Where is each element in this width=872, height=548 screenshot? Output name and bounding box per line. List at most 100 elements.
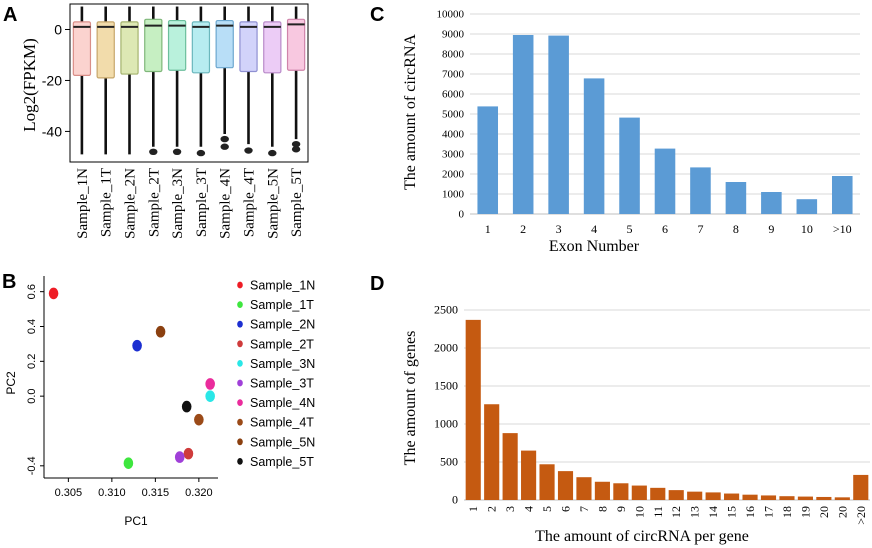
- panel-b-legend-marker: [237, 418, 243, 426]
- panel-b-point-sample-2t: [183, 447, 194, 460]
- panel-c-xtick-label: >10: [833, 222, 852, 236]
- panel-c-ylabel: The amount of circRNA: [402, 34, 419, 190]
- panel-a-box-sample-4t: [239, 6, 258, 154]
- panel-a-xtick-label: Sample_4N: [218, 168, 234, 239]
- panel-c-ytick-label: 2000: [442, 169, 465, 181]
- panel-d-bar: [484, 404, 500, 500]
- panel-a-ytick-label: -40: [42, 123, 62, 139]
- panel-d-bar: [668, 490, 684, 500]
- panel-d-xtick-label: 20: [835, 506, 849, 518]
- panel-c-ytick-label: 1000: [442, 189, 465, 201]
- panel-b-legend-marker: [237, 281, 243, 289]
- panel-b-legend-marker: [237, 438, 243, 446]
- panel-c-ytick-label: 3000: [442, 149, 465, 161]
- panel-a-outlier: [291, 140, 301, 148]
- panel-d-ytick-label: 0: [452, 493, 458, 507]
- panel-d-bar: [816, 496, 832, 500]
- panel-c-xtick-label: 10: [801, 222, 813, 236]
- panel-d-bar: [502, 433, 518, 500]
- panel-d-xtick-label: >20: [854, 506, 868, 525]
- panel-c-bar-chart: C The amount of circRNA Exon Number 0 100…: [370, 4, 860, 255]
- panel-c-bar: [831, 176, 853, 214]
- panel-c-bar: [619, 117, 640, 214]
- panel-d-ytick-label: 500: [440, 455, 458, 469]
- panel-b-xlabel: PC1: [124, 514, 148, 528]
- panel-a-box-sample-3t: [191, 6, 211, 157]
- panel-b-xtick-label: 0.320: [185, 487, 213, 499]
- panel-a-box-sample-5n: [263, 6, 282, 157]
- panel-a-outlier: [244, 147, 253, 154]
- panel-d-xtick-label: 15: [725, 506, 739, 518]
- panel-b-legend-label: Sample_5T: [250, 455, 314, 469]
- panel-c-xtick-label: 9: [768, 222, 774, 236]
- panel-b-point-sample-1t: [123, 457, 134, 469]
- panel-d-bar: [797, 496, 813, 500]
- panel-a-box-body: [167, 19, 187, 71]
- panel-a-xtick-label: Sample_1T: [99, 168, 115, 237]
- panel-a-box-sample-1t: [96, 6, 115, 155]
- panel-c-xtick-label: 2: [520, 222, 526, 236]
- panel-b-legend-label: Sample_3T: [250, 377, 314, 391]
- panel-a-outlier: [172, 148, 182, 156]
- panel-c-bar: [725, 182, 747, 214]
- panel-d-bar: [779, 496, 795, 500]
- panel-d-xlabel: The amount of circRNA per gene: [535, 528, 749, 545]
- panel-c-letter: C: [370, 4, 384, 26]
- panel-b-ytick-label: 0.0: [26, 389, 38, 404]
- panel-b-point-sample-4n: [205, 378, 215, 390]
- panel-a-outlier: [291, 146, 301, 153]
- panel-b-xtick-label: 0.315: [142, 487, 170, 499]
- panel-b-ytick-label: -0.4: [26, 456, 38, 475]
- panel-b-letter: B: [2, 271, 16, 293]
- panel-a-box-body: [191, 21, 211, 74]
- panel-d-xtick-label: 18: [780, 506, 794, 518]
- panel-c-xtick-label: 8: [733, 222, 739, 236]
- panel-d-bar: [539, 464, 555, 500]
- panel-d-bar-chart: D The amount of genes The amount of circ…: [370, 273, 870, 545]
- panel-a-outlier: [196, 149, 206, 157]
- panel-c-bar: [512, 35, 534, 214]
- panel-d-xtick-label: 14: [706, 506, 720, 518]
- panel-c-xtick-label: 3: [556, 222, 562, 236]
- panel-b-legend-label: Sample_1N: [250, 279, 315, 293]
- panel-c-ytick-label: 0: [459, 209, 465, 221]
- panel-d-xtick-label: 7: [577, 506, 591, 512]
- panel-b-ytick-label: 0.6: [26, 284, 38, 299]
- panel-a-xtick-label: Sample_4T: [242, 168, 258, 237]
- panel-b-legend-label: Sample_2T: [250, 337, 314, 351]
- panel-d-xtick-label: 9: [614, 506, 628, 512]
- panel-a-box-body: [96, 21, 115, 79]
- panel-b-point-sample-5n: [155, 325, 166, 338]
- panel-d-xtick-label: 3: [503, 506, 517, 512]
- panel-b-legend-label: Sample_3N: [250, 357, 315, 371]
- panel-d-bar: [742, 494, 758, 500]
- panel-b-pca-scatter: B PC2 PC1 0.6 0.4 0.2 0.0 -0.4 0.305 0.310 0.31…: [2, 271, 315, 528]
- panel-c-ytick-label: 7000: [442, 69, 465, 81]
- panel-d-ytick-label: 1000: [434, 417, 458, 431]
- panel-b-ytick-label: 0.4: [26, 319, 38, 334]
- panel-b-point-sample-3t: [174, 451, 185, 463]
- panel-c-bar: [690, 167, 711, 214]
- panel-b-xtick-label: 0.305: [55, 487, 83, 499]
- panel-a-box-sample-4n: [215, 6, 234, 150]
- panel-c-xtick-label: 5: [627, 222, 633, 236]
- panel-b-point-sample-4t: [194, 413, 204, 426]
- panel-a-ytick-label: 0: [54, 21, 62, 37]
- panel-b-legend-marker: [237, 458, 243, 465]
- panel-d-bar: [705, 492, 721, 500]
- panel-a-outlier: [220, 143, 229, 150]
- panel-d-bar: [631, 485, 647, 500]
- panel-a-box-body: [239, 21, 258, 73]
- panel-a-plot-frame: [69, 3, 309, 163]
- panel-c-xlabel: Exon Number: [549, 238, 640, 255]
- panel-d-bar: [521, 450, 537, 500]
- panel-d-bar: [557, 471, 574, 500]
- panel-d-bar: [687, 491, 703, 500]
- panel-c-ytick-label: 10000: [437, 9, 465, 21]
- panel-a-box-body: [72, 21, 92, 76]
- panel-a-box-sample-1n: [72, 6, 92, 155]
- panel-b-legend-label: Sample_1T: [250, 298, 314, 312]
- panel-c-xtick-label: 1: [485, 222, 491, 236]
- panel-c-ytick-label: 9000: [442, 29, 465, 41]
